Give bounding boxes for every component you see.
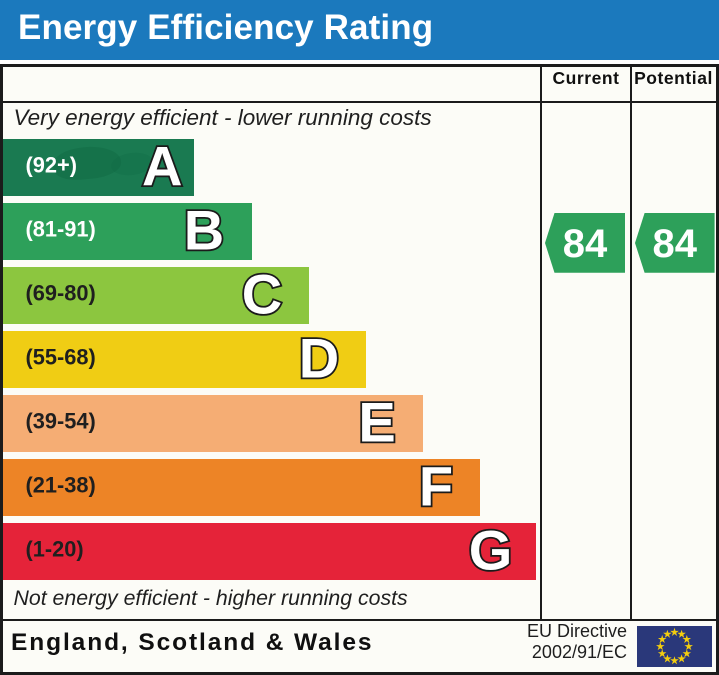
svg-text:84: 84 <box>563 222 608 266</box>
svg-text:E: E <box>358 391 395 454</box>
svg-text:B: B <box>184 199 224 262</box>
svg-text:84: 84 <box>653 222 698 266</box>
svg-text:C: C <box>242 263 282 326</box>
svg-text:A: A <box>142 135 182 198</box>
svg-text:F: F <box>419 455 453 518</box>
svg-text:D: D <box>299 327 339 390</box>
svg-text:G: G <box>469 519 513 582</box>
